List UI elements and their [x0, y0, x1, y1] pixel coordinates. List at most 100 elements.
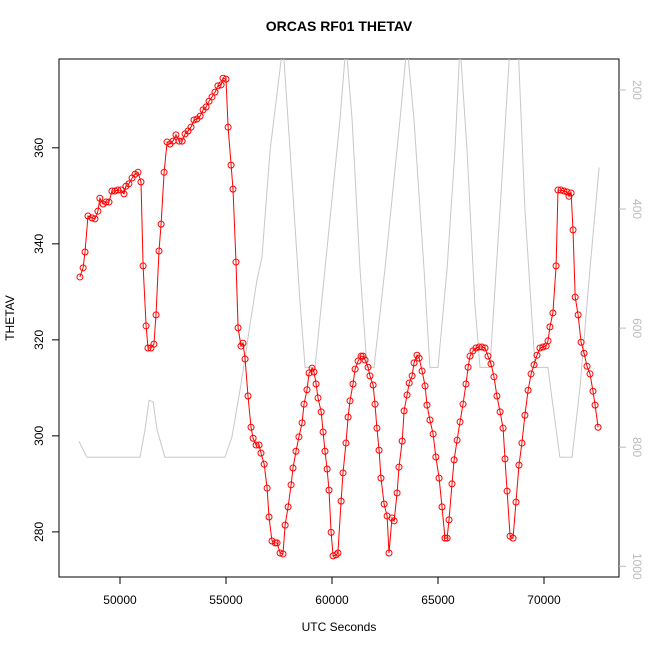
y2-tick-label: 600	[630, 318, 644, 338]
data-point	[546, 323, 554, 331]
data-point	[160, 168, 168, 176]
data-point	[232, 258, 240, 266]
data-point	[557, 186, 565, 194]
data-point	[445, 516, 453, 524]
data-point	[415, 354, 423, 362]
data-point	[549, 309, 557, 317]
data-point	[125, 180, 133, 188]
data-point	[369, 381, 377, 389]
data-point	[373, 424, 381, 432]
data-point	[265, 513, 273, 521]
data-point	[314, 394, 322, 402]
data-point	[366, 372, 374, 380]
data-point	[155, 247, 163, 255]
data-point	[281, 521, 289, 529]
data-point	[377, 474, 385, 482]
data-point	[571, 293, 579, 301]
data-point	[400, 407, 408, 415]
data-point	[591, 401, 599, 409]
data-point	[219, 74, 227, 82]
y2-tick-label: 1000	[630, 553, 644, 580]
data-point	[323, 465, 331, 473]
data-point	[501, 455, 509, 463]
data-point	[222, 75, 230, 83]
data-point	[403, 391, 411, 399]
data-point	[342, 439, 350, 447]
data-point	[211, 88, 219, 96]
data-point	[393, 489, 401, 497]
data-point	[96, 194, 104, 202]
data-point	[175, 137, 183, 145]
data-point	[339, 469, 347, 477]
data-point	[91, 215, 99, 223]
data-point	[321, 447, 329, 455]
data-point	[229, 185, 237, 193]
y-axis-label: THETAV	[3, 295, 17, 341]
data-point	[334, 549, 342, 557]
data-point	[380, 500, 388, 508]
data-point	[196, 112, 204, 120]
data-point	[426, 416, 434, 424]
data-point	[239, 339, 247, 347]
data-point	[574, 311, 582, 319]
data-point	[263, 484, 271, 492]
y-tick-label: 340	[32, 233, 46, 253]
chart-title: ORCAS RF01 THETAV	[266, 18, 413, 34]
data-point	[349, 380, 357, 388]
data-point	[594, 423, 602, 431]
y-tick-label: 360	[32, 137, 46, 157]
data-point	[284, 503, 292, 511]
data-point	[332, 551, 340, 559]
data-point	[308, 364, 316, 372]
data-point	[257, 449, 265, 457]
data-point	[279, 550, 287, 558]
data-point	[120, 190, 128, 198]
data-point	[178, 137, 186, 145]
data-point	[487, 360, 495, 368]
data-point	[351, 365, 359, 373]
data-point	[527, 370, 535, 378]
data-point	[456, 418, 464, 426]
data-point	[346, 397, 354, 405]
data-point	[395, 463, 403, 471]
data-point	[448, 480, 456, 488]
data-point	[337, 497, 345, 505]
data-point	[577, 338, 585, 346]
data-point	[137, 178, 145, 186]
data-point	[271, 539, 279, 547]
data-point	[317, 408, 325, 416]
data-point	[234, 324, 242, 332]
data-point	[499, 424, 507, 432]
data-point	[276, 549, 284, 557]
data-point	[364, 363, 372, 371]
data-point	[152, 311, 160, 319]
y2-tick-label: 400	[630, 199, 644, 219]
data-point	[515, 461, 523, 469]
data-point	[114, 186, 122, 194]
data-point	[94, 207, 102, 215]
data-point	[478, 343, 486, 351]
data-point	[249, 434, 257, 442]
data-point	[312, 380, 320, 388]
data-point	[521, 411, 529, 419]
x-tick-label: 55000	[209, 593, 243, 607]
data-point	[493, 392, 501, 400]
data-point	[361, 356, 369, 364]
y2-tick-label: 800	[630, 437, 644, 457]
data-point	[88, 214, 96, 222]
data-point	[303, 386, 311, 394]
data-point	[214, 82, 222, 90]
data-point	[490, 373, 498, 381]
data-point	[102, 198, 110, 206]
data-point	[586, 370, 594, 378]
y2-tick-label: 200	[630, 80, 644, 100]
data-point	[589, 387, 597, 395]
data-point	[255, 441, 263, 449]
data-point	[552, 262, 560, 270]
plot-frame	[58, 58, 620, 578]
data-point	[464, 363, 472, 371]
data-point	[375, 446, 383, 454]
data-point	[371, 400, 379, 408]
y-tick-label: 280	[32, 522, 46, 542]
data-point	[190, 116, 198, 124]
